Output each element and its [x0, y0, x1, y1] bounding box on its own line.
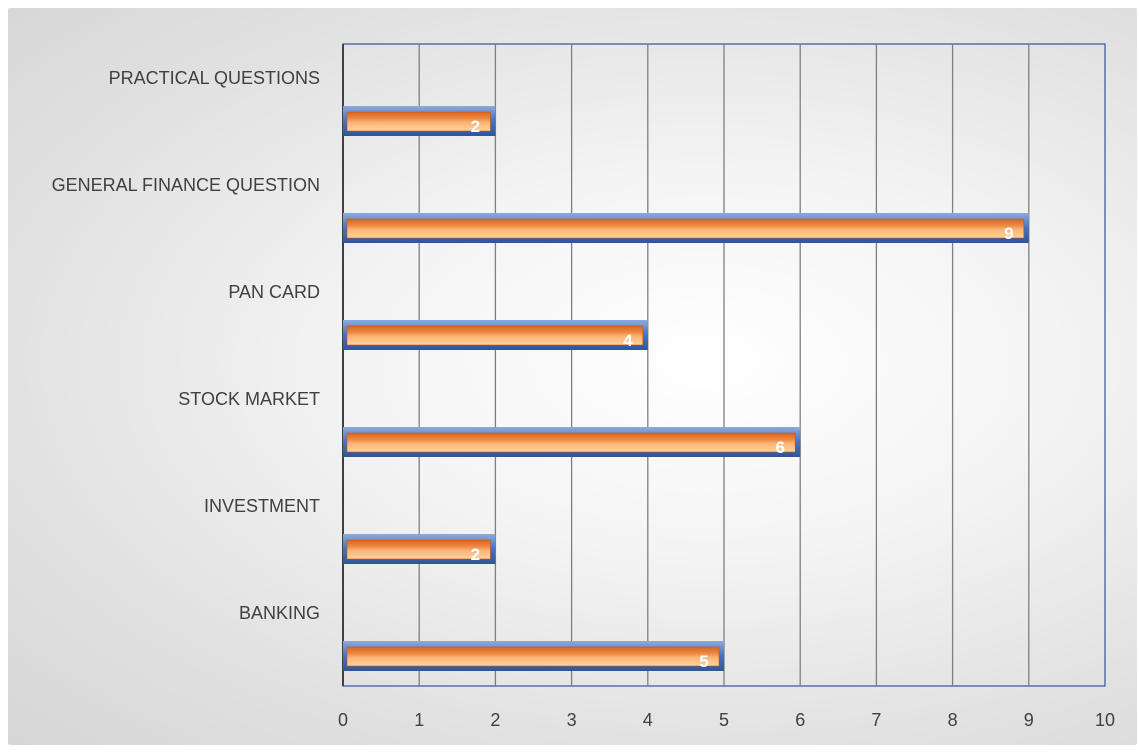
category-label: PRACTICAL QUESTIONS: [109, 68, 320, 88]
labels: 0 1 2 3 4 5 6 7 8 9 10 PRACTICAL QUESTIONS 2 GENERAL …: [52, 68, 1115, 730]
bar: [346, 218, 1025, 239]
x-tick-label: 0: [338, 710, 348, 730]
x-tick-label: 9: [1024, 710, 1034, 730]
category-label: GENERAL FINANCE QUESTION: [52, 175, 320, 195]
bar: [346, 646, 720, 667]
x-tick-label: 10: [1095, 710, 1115, 730]
x-tick-label: 1: [414, 710, 424, 730]
chart-area: 0 1 2 3 4 5 6 7 8 9 10 PRACTICAL QUESTIONS 2 GENERAL …: [8, 8, 1137, 745]
category-label: INVESTMENT: [204, 496, 320, 516]
category-label: BANKING: [239, 603, 320, 623]
bar: [346, 325, 644, 346]
category-label: PAN CARD: [228, 282, 320, 302]
x-tick-label: 6: [795, 710, 805, 730]
data-label: 6: [775, 438, 784, 457]
data-label: 9: [1004, 224, 1013, 243]
data-label: 2: [471, 117, 480, 136]
bars: [343, 106, 1029, 671]
data-label: 4: [623, 331, 633, 350]
x-tick-label: 7: [871, 710, 881, 730]
bar: [346, 432, 796, 453]
bar: [346, 111, 491, 132]
gridlines: [342, 43, 1106, 687]
data-label: 5: [699, 652, 708, 671]
bar: [346, 539, 491, 560]
category-label: STOCK MARKET: [178, 389, 320, 409]
x-tick-label: 5: [719, 710, 729, 730]
data-label: 2: [471, 545, 480, 564]
x-tick-label: 3: [567, 710, 577, 730]
x-tick-label: 4: [643, 710, 653, 730]
x-tick-label: 8: [948, 710, 958, 730]
x-tick-label: 2: [490, 710, 500, 730]
bar-chart: 0 1 2 3 4 5 6 7 8 9 10 PRACTICAL QUESTIONS 2 GENERAL …: [52, 43, 1115, 730]
